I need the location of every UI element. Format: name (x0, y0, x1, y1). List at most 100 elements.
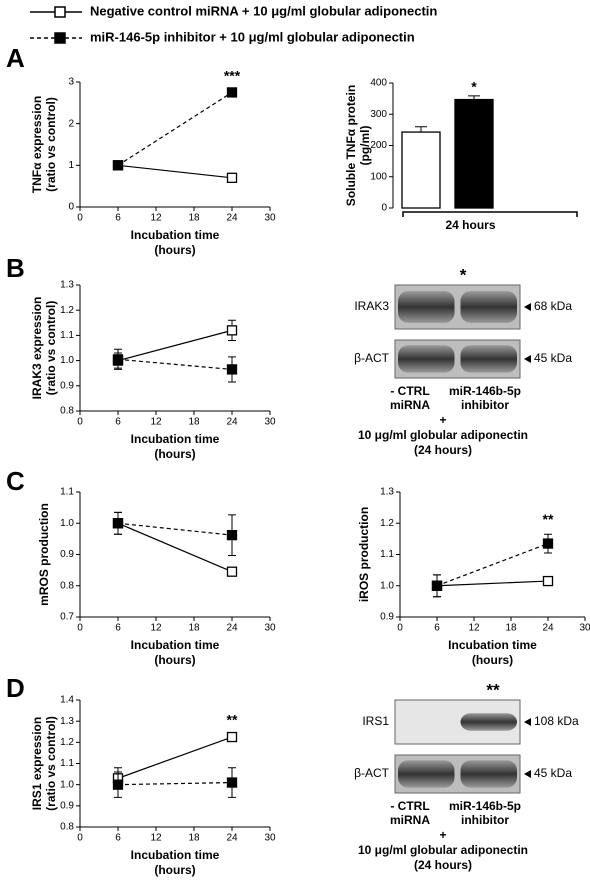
y-axis-label: iROS production (357, 507, 371, 602)
x-bracket (402, 211, 578, 217)
x-axis-label: Incubation time (131, 228, 220, 242)
series-line (436, 580, 549, 587)
x-tick-label: 6 (115, 417, 121, 428)
series-line (117, 164, 233, 179)
x-axis-label: Incubation time (448, 638, 537, 652)
y-tick-label: 0.9 (60, 800, 74, 811)
blot-band (398, 345, 455, 373)
panel-label: D (6, 673, 25, 703)
blot-band (398, 760, 455, 788)
x-tick-label: 18 (188, 833, 200, 844)
y-tick-label: 0 (68, 202, 74, 213)
lane-label: miR-146b-5p (449, 384, 521, 398)
point (226, 529, 238, 541)
series-line (117, 522, 233, 573)
x-tick-label: 0 (397, 623, 403, 634)
plus-label: + (439, 413, 446, 427)
y-tick-label: 2 (68, 118, 74, 129)
series-line (117, 329, 233, 362)
panel-label: C (6, 466, 25, 496)
x-tick-label: 18 (188, 213, 200, 224)
y-axis-label: IRAK3 expression (30, 297, 44, 400)
x-tick-label: 12 (150, 213, 162, 224)
x-axis-label: (hours) (154, 447, 195, 461)
lane-label: miR-146b-5p (449, 799, 521, 813)
x-tick-label: 6 (115, 213, 121, 224)
y-tick-label: 1.3 (380, 487, 394, 498)
series-line (117, 358, 233, 371)
y-tick-label: 1 (68, 160, 74, 171)
y-tick-label: 300 (370, 109, 387, 120)
y-tick-label: 1.1 (60, 487, 74, 498)
y-axis-label: Soluble TNFα protein (344, 85, 358, 206)
blot-band (398, 291, 455, 323)
size-label: 68 kDa (534, 299, 572, 313)
size-label: 45 kDa (534, 351, 572, 365)
arrow (524, 303, 531, 311)
legend-label: miR-146-5p inhibitor + 10 μg/ml globular… (90, 29, 415, 44)
y-tick-label: 0.8 (60, 822, 74, 833)
series-line (117, 522, 233, 536)
x-tick-label: 6 (115, 833, 121, 844)
blot-band (460, 291, 517, 323)
point (226, 172, 238, 183)
annotation: *** (224, 67, 241, 83)
y-tick-label: 0.9 (380, 612, 394, 623)
y-tick-label: 0.9 (60, 549, 74, 560)
legend-label: Negative control miRNA + 10 μg/ml globul… (90, 3, 437, 18)
x-tick-label: 24 (226, 213, 238, 224)
point (542, 538, 554, 549)
point (542, 575, 554, 587)
bar (401, 131, 441, 209)
lane-label: inhibitor (461, 398, 509, 412)
y-tick-label: 1.2 (60, 737, 74, 748)
blot-band (460, 713, 517, 731)
y-tick-label: 0.8 (60, 580, 74, 591)
annotation: * (471, 79, 477, 95)
y-tick-label: 1.2 (60, 305, 74, 316)
treatment-label: 10 μg/ml globular adiponectin (358, 428, 528, 442)
annotation: ** (227, 712, 238, 728)
y-tick-label: 1.1 (380, 549, 394, 560)
x-axis-label: Incubation time (131, 848, 220, 862)
y-tick-label: 1.3 (60, 280, 74, 291)
x-axis-label: (hours) (154, 653, 195, 667)
size-label: 108 kDa (534, 714, 579, 728)
y-axis-label: TNFα expression (30, 96, 44, 193)
blot-band (460, 760, 517, 788)
point (226, 325, 238, 336)
x-tick-label: 6 (434, 623, 440, 634)
duration-label: (24 hours) (414, 443, 472, 457)
protein-label: IRS1 (362, 714, 389, 728)
x-tick-label: 18 (505, 623, 517, 634)
significance: * (460, 265, 467, 284)
x-tick-label: 24 (226, 833, 238, 844)
lane-label: - CTRL (390, 384, 429, 398)
point (112, 518, 124, 529)
lane-label: miRNA (390, 813, 430, 827)
y-tick-label: 1.0 (60, 518, 74, 529)
lane-label: inhibitor (461, 813, 509, 827)
series-line (117, 736, 233, 779)
x-tick-label: 0 (77, 833, 83, 844)
duration-label: (24 hours) (414, 858, 472, 872)
y-tick-label: 1.2 (380, 518, 394, 529)
size-label: 45 kDa (534, 766, 572, 780)
y-tick-label: 1.0 (60, 779, 74, 790)
x-tick-label: 12 (150, 623, 162, 634)
x-axis-label: 24 hours (445, 218, 495, 232)
x-tick-label: 30 (264, 213, 276, 224)
lane-label: - CTRL (390, 799, 429, 813)
x-axis-label: (hours) (472, 653, 513, 667)
y-axis-label: (ratio vs control) (44, 97, 58, 192)
point (112, 354, 124, 365)
annotation: ** (543, 511, 554, 527)
point (112, 779, 124, 790)
blot-band (460, 345, 517, 373)
protein-label: β-ACT (354, 766, 390, 780)
x-tick-label: 0 (77, 417, 83, 428)
significance: ** (486, 680, 500, 699)
y-tick-label: 1.3 (60, 716, 74, 727)
series-line (117, 781, 233, 786)
plus-label: + (439, 828, 446, 842)
